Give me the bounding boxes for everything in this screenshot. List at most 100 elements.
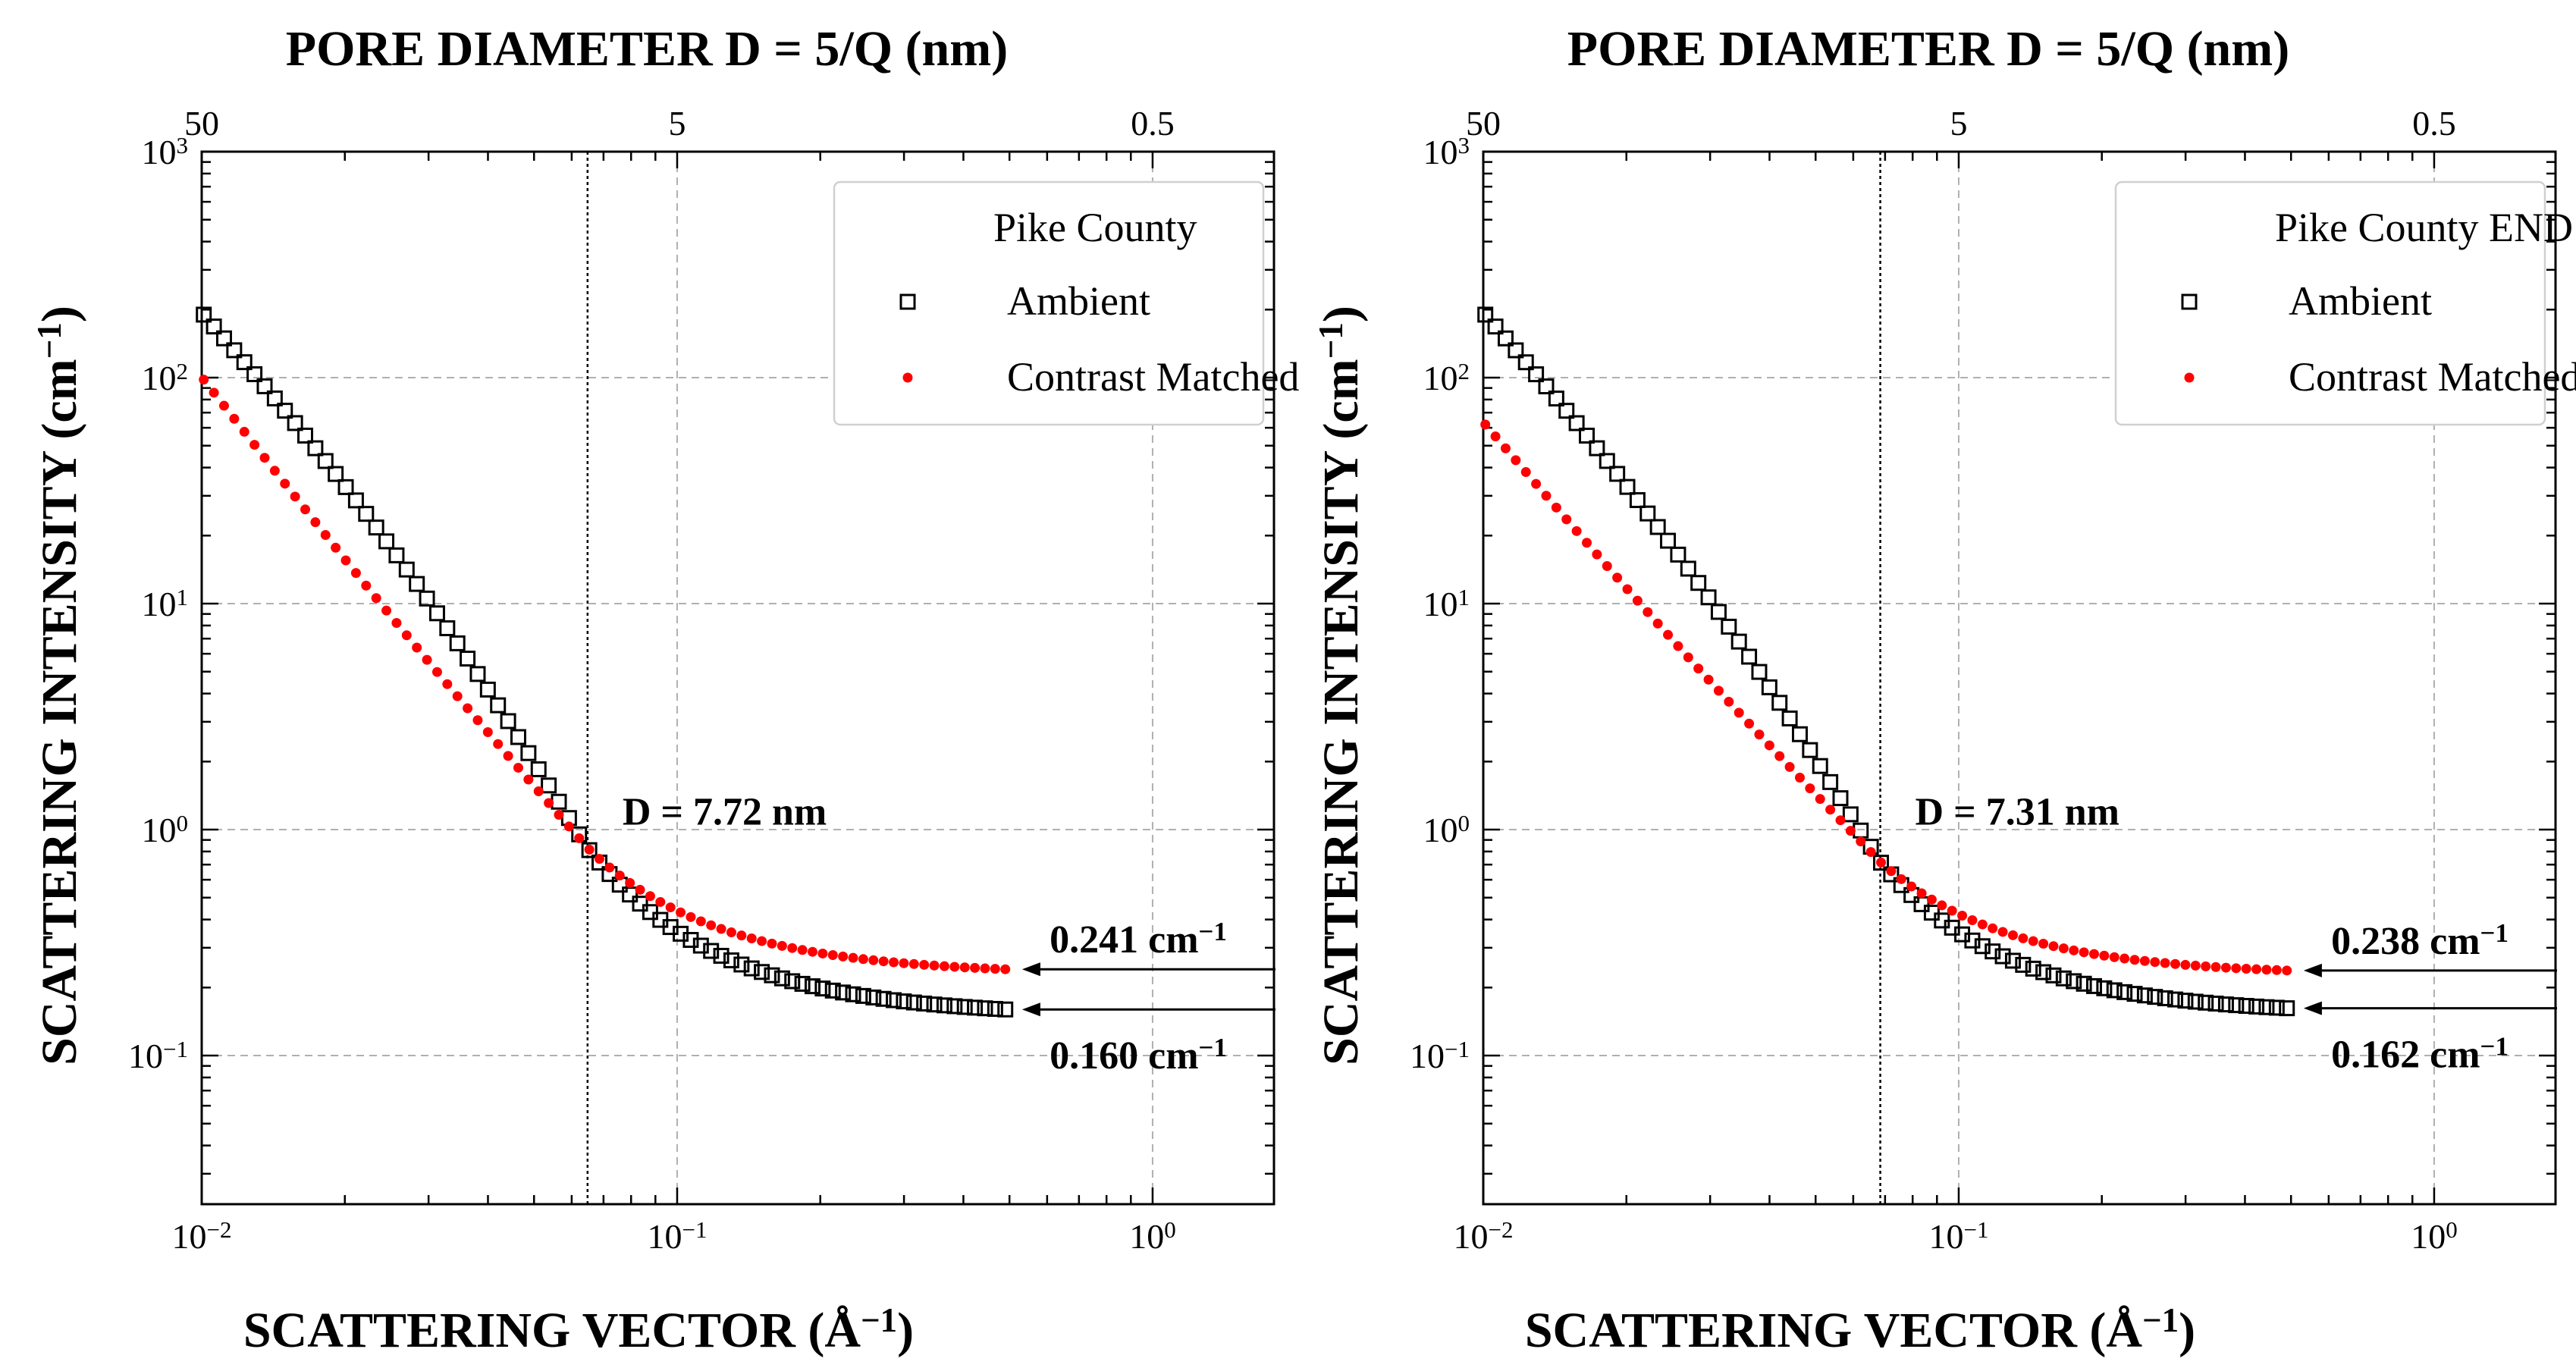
data-point-dot <box>1805 783 1815 794</box>
data-point-square <box>1528 366 1545 383</box>
data-point-square <box>2207 995 2224 1012</box>
data-point-square <box>2025 960 2041 977</box>
top-tick-label: 50 <box>1466 104 1501 143</box>
y-tick-label: 10−1 <box>1410 1036 1470 1075</box>
data-point-dot <box>625 877 635 888</box>
data-point-dot <box>686 911 696 922</box>
data-point-square <box>692 937 709 954</box>
top-tick-label-part: 0.5 <box>2412 104 2456 143</box>
data-point-dot <box>1835 815 1846 826</box>
data-point-dot <box>1643 607 1653 617</box>
data-point-dot <box>249 440 260 450</box>
y-tick-label-part: 0 <box>1458 810 1470 836</box>
x-tick-label-part: 10 <box>172 1217 207 1256</box>
y-tick-label-part: −1 <box>163 1036 188 1062</box>
data-point-square <box>845 986 861 1002</box>
y-tick-label-part: 1 <box>177 584 189 610</box>
legend-entry-label: Contrast Matched <box>1007 354 1299 400</box>
data-point-dot <box>787 943 798 953</box>
top-axis-title: PORE DIAMETER D = 5/Q (nm) <box>286 21 1008 77</box>
y-tick-label-part: 2 <box>1458 358 1470 384</box>
data-point-dot <box>635 884 645 895</box>
data-point-dot <box>2079 947 2089 958</box>
data-point-dot <box>2282 965 2292 976</box>
y-tick-label: 100 <box>1423 810 1470 849</box>
data-point-dot <box>331 542 341 553</box>
data-point-dot <box>929 960 940 971</box>
data-point-square <box>764 967 780 984</box>
y-tick-label-part: 3 <box>177 132 189 158</box>
data-point-square <box>266 390 283 406</box>
data-point-dot <box>1754 729 1765 740</box>
x-tick-label-part: −2 <box>207 1216 232 1243</box>
data-point-square <box>256 378 273 394</box>
series-ambient <box>196 306 1014 1018</box>
data-point-dot <box>970 962 981 973</box>
data-point-dot <box>2038 939 2049 949</box>
data-point-square <box>754 964 770 980</box>
x-tick-label-part: 10 <box>2411 1217 2446 1256</box>
legend-entry-label-part: Contrast Matched <box>2289 354 2576 400</box>
data-point-square <box>1508 342 1524 359</box>
data-point-square <box>2147 989 2163 1006</box>
data-point-dot <box>1774 751 1785 761</box>
data-point-square <box>1568 415 1585 431</box>
data-point-square <box>1619 478 1636 495</box>
data-point-dot <box>2119 953 2130 964</box>
data-point-square <box>1802 742 1818 758</box>
legend-marker-square <box>899 293 916 310</box>
y-axis-label-part: ) <box>1313 306 1369 322</box>
data-point-dot <box>1947 905 1957 916</box>
top-tick-label: 5 <box>1950 104 1967 143</box>
data-point-dot <box>2048 941 2059 952</box>
data-point-square <box>428 605 445 622</box>
top-tick-label-part: 50 <box>1466 104 1501 143</box>
data-point-dot <box>595 854 605 864</box>
y-tick-label-part: 10 <box>142 585 177 623</box>
data-point-square <box>967 999 984 1016</box>
data-point-square <box>1985 943 2001 960</box>
data-point-dot <box>1561 514 1572 525</box>
top-tick-label: 5 <box>668 104 686 143</box>
data-point-dot <box>1845 826 1856 836</box>
data-point-square <box>378 533 395 550</box>
data-point-dot <box>655 896 666 907</box>
y-tick-label-part: 1 <box>1458 584 1470 610</box>
annotation-label: 0.160 cm−1 <box>1050 1033 1227 1078</box>
data-point-dot <box>665 902 676 913</box>
legend-entry-label-part: Contrast Matched <box>1007 354 1299 400</box>
data-point-dot <box>838 951 849 962</box>
data-point-square <box>926 996 943 1013</box>
data-point-square <box>855 987 871 1004</box>
data-point-dot <box>726 927 736 938</box>
data-point-square <box>1771 695 1788 711</box>
data-point-square <box>1913 896 1930 912</box>
data-point-square <box>2217 996 2234 1013</box>
y-axis-label-part: −1 <box>30 322 68 359</box>
data-point-dot <box>1988 923 1998 933</box>
x-tick-label-part: −1 <box>682 1216 707 1243</box>
data-point-square <box>977 1000 993 1017</box>
data-point-square <box>1812 758 1828 774</box>
data-point-dot <box>878 956 889 967</box>
y-tick-label: 102 <box>1423 358 1470 397</box>
data-point-dot <box>1957 911 1968 921</box>
y-tick-label-part: 10 <box>1410 1037 1445 1075</box>
data-point-dot <box>422 654 432 665</box>
data-point-square <box>733 956 750 973</box>
annotation-label-part: −1 <box>1199 917 1227 946</box>
data-point-dot <box>563 821 574 832</box>
data-point-square <box>449 635 466 651</box>
data-point-square <box>1548 391 1564 407</box>
data-point-dot <box>1000 964 1011 974</box>
data-point-dot <box>614 871 625 881</box>
data-point-dot <box>2251 964 2262 974</box>
x-tick-label: 100 <box>2411 1216 2458 1256</box>
data-point-dot <box>797 945 808 955</box>
data-point-square <box>541 777 557 794</box>
data-point-square <box>297 427 314 444</box>
data-point-dot <box>199 375 209 385</box>
data-point-dot <box>1673 641 1683 651</box>
